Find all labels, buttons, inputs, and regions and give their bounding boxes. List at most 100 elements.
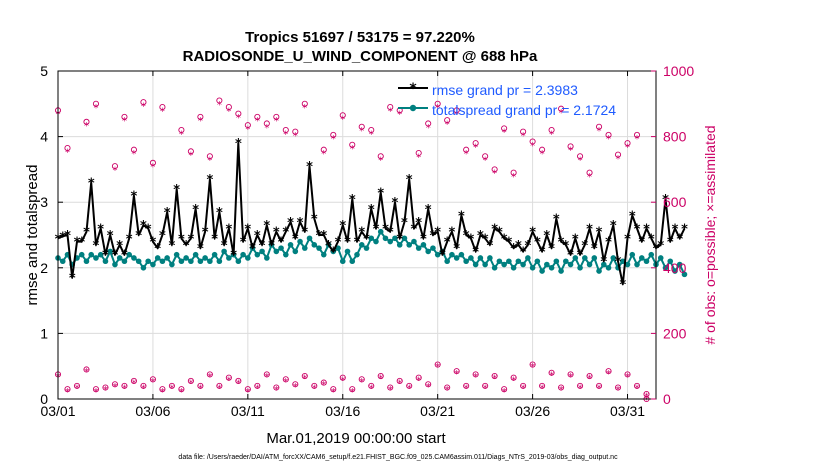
obs-possible-marker (482, 153, 489, 160)
spread-point (363, 245, 370, 251)
obs-possible-marker (111, 381, 119, 388)
spread-point (396, 242, 403, 248)
obs-assimilated-marker: * (568, 372, 573, 383)
obs-possible-marker (510, 374, 517, 381)
spread-point (245, 255, 251, 261)
rmse-point: * (268, 239, 275, 254)
rmse-point: * (591, 242, 598, 257)
obs-assimilated-marker: * (245, 387, 250, 398)
obs-possible-marker (520, 382, 527, 389)
obs-assimilated-marker: * (540, 384, 545, 395)
spread-point (449, 251, 455, 258)
rmse-point: * (643, 222, 650, 237)
obs-assimilated-marker: * (416, 152, 421, 163)
rmse-point: * (548, 242, 555, 257)
obs-assimilated-marker: * (483, 384, 488, 395)
rmse-point: * (600, 255, 607, 270)
obs-assimilated-marker: * (445, 385, 450, 396)
rmse-point: * (116, 239, 123, 254)
obs-possible-marker (643, 391, 650, 398)
y-tick-label: 2 (40, 260, 48, 276)
obs-possible-marker (159, 386, 166, 393)
rmse-point: * (287, 216, 294, 231)
rmse-point: * (273, 226, 280, 241)
obs-assimilated-marker: * (283, 129, 288, 140)
obs-assimilated-marker: * (112, 165, 117, 176)
obs-assimilated-marker: * (597, 384, 602, 395)
rmse-point: * (543, 229, 550, 244)
obs-possible-marker (73, 382, 81, 389)
obs-assimilated-marker: * (245, 124, 250, 135)
rmse-point: * (434, 226, 441, 241)
rmse-point: * (439, 249, 446, 264)
spread-point (311, 242, 318, 248)
rmse-point: * (121, 249, 128, 264)
obs-assimilated-marker: * (93, 103, 98, 114)
spread-point (605, 265, 612, 271)
rmse-point: * (297, 216, 304, 231)
obs-possible-marker (216, 382, 223, 389)
rmse-point: * (510, 242, 517, 257)
obs-possible-marker (254, 113, 261, 120)
obs-possible-marker (273, 384, 280, 391)
rmse-point: * (78, 236, 85, 251)
chart-subtitle: RADIOSONDE_U_WIND_COMPONENT @ 688 hPa (183, 48, 538, 65)
spread-point (211, 251, 218, 258)
rmse-point: * (235, 137, 242, 152)
rmse-point: * (401, 216, 408, 231)
rmse-point: * (392, 196, 399, 211)
spread-point (681, 271, 688, 278)
rmse-point: * (259, 239, 266, 254)
y-tick-label: 5 (40, 63, 48, 79)
rmse-point: * (672, 222, 679, 237)
spread-point (373, 238, 379, 245)
rmse-point: * (648, 232, 655, 247)
spread-point (135, 258, 142, 265)
spread-point (515, 258, 522, 265)
obs-assimilated-marker: * (378, 156, 383, 167)
obs-possible-marker (415, 149, 422, 157)
obs-possible-marker (614, 151, 622, 158)
obs-assimilated-marker: * (321, 380, 326, 391)
rmse-point: * (230, 249, 237, 264)
spread-point (297, 238, 303, 245)
spread-point (406, 242, 413, 248)
rmse-point: * (458, 209, 465, 224)
rmse-point: * (387, 226, 394, 241)
obs-possible-marker (463, 382, 470, 389)
rmse-point: * (567, 249, 574, 264)
spread-point (415, 245, 422, 251)
obs-possible-marker (633, 131, 641, 139)
obs-possible-marker (425, 381, 432, 388)
spread-point (596, 268, 602, 274)
obs-assimilated-marker: * (150, 377, 155, 388)
rmse-point: * (354, 236, 361, 251)
obs-possible-marker (529, 361, 536, 368)
spread-point (278, 245, 284, 251)
rmse-point: * (596, 226, 603, 241)
obs-possible-marker (368, 382, 375, 389)
y-tick-label: 0 (40, 391, 48, 407)
rmse-point: * (254, 229, 261, 244)
rmse-point: * (202, 226, 209, 241)
spread-point (491, 265, 498, 271)
x-tick-label: 03/11 (231, 403, 265, 419)
spread-point (591, 255, 598, 261)
obs-assimilated-marker: * (549, 370, 554, 381)
rmse-point: * (173, 183, 180, 198)
rmse-point: * (282, 226, 289, 241)
x-tick-label: 03/21 (420, 403, 455, 419)
obs-assimilated-marker: * (483, 156, 488, 167)
rmse-point: * (638, 236, 645, 251)
rmse-point: * (325, 239, 332, 254)
spread-point (320, 251, 327, 258)
spread-point (207, 258, 213, 265)
obs-possible-marker (614, 384, 622, 391)
rmse-point: * (411, 222, 418, 237)
spread-point (358, 242, 365, 248)
obs-possible-marker (558, 384, 565, 391)
legend-label-spread: totalspread grand pr = 2.1724 (432, 102, 616, 118)
obs-possible-marker (273, 113, 280, 120)
obs-possible-marker (206, 153, 213, 160)
rmse-point: * (496, 226, 503, 241)
